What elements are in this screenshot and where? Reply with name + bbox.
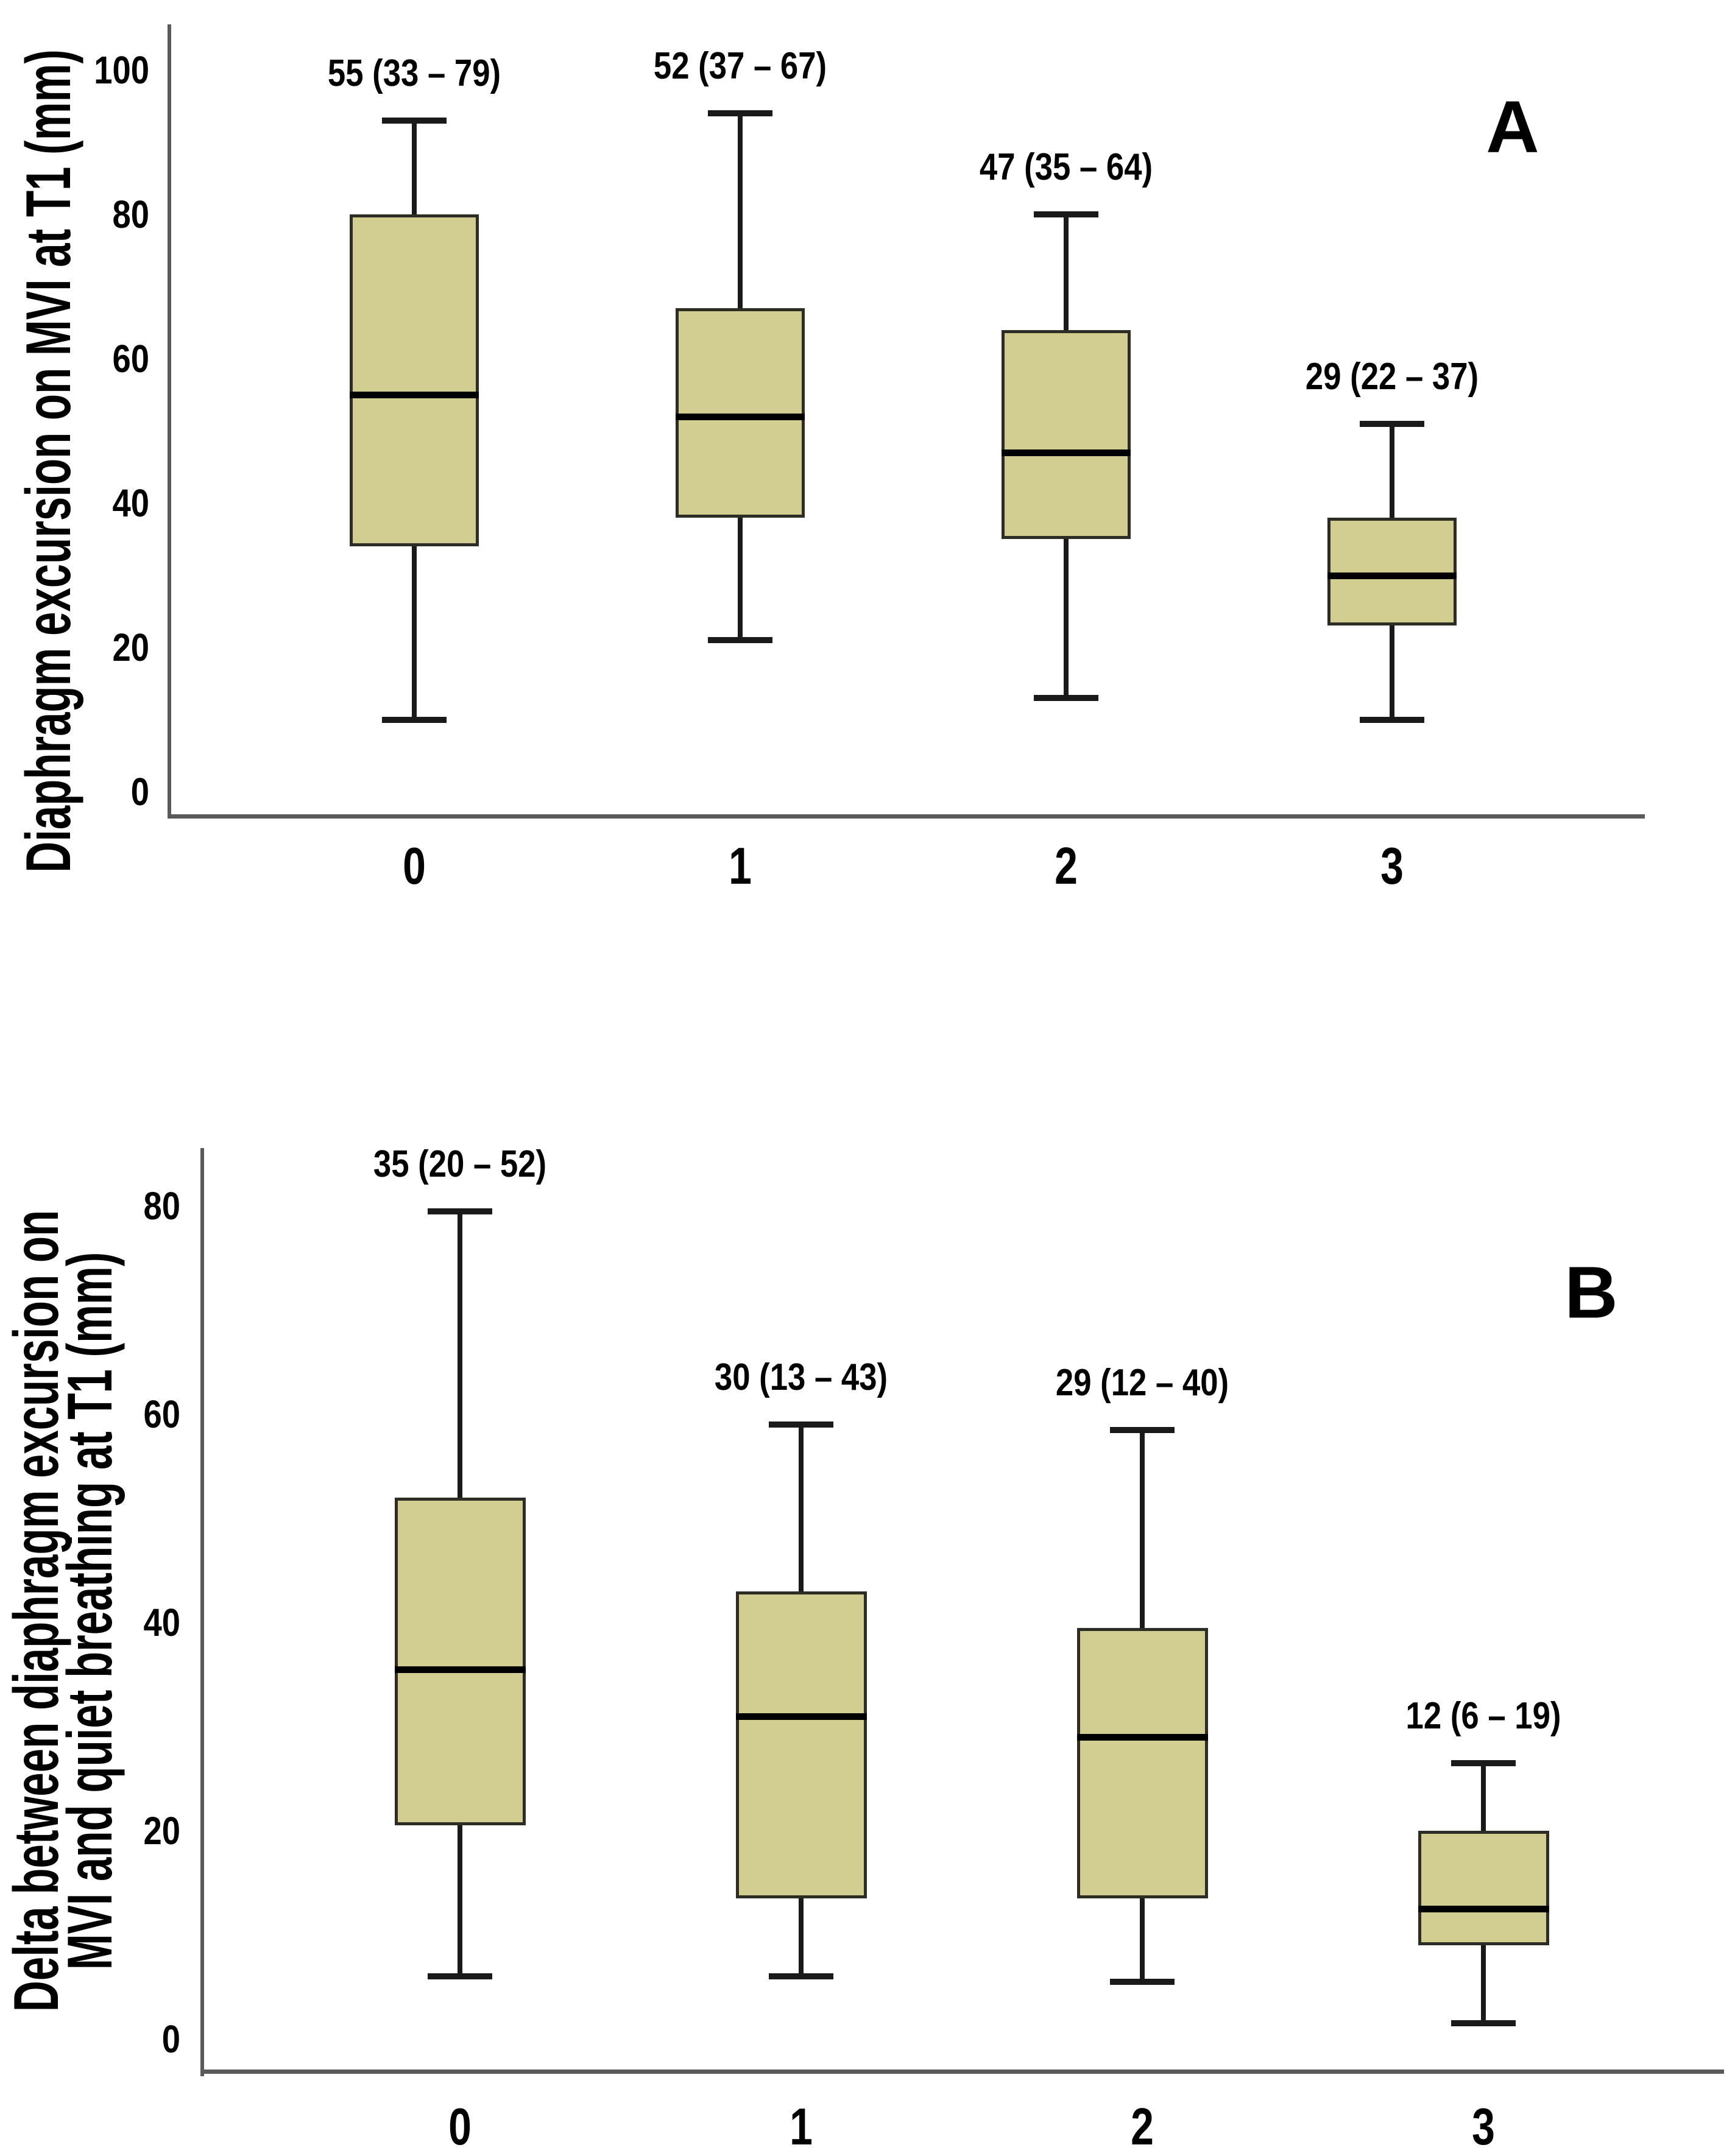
x-tick-label: 2 <box>1131 2098 1154 2156</box>
median-line <box>735 1713 867 1720</box>
median-line <box>676 413 805 420</box>
x-tick-label: 0 <box>403 837 426 895</box>
median-line <box>1076 1734 1208 1741</box>
box-iqr <box>394 1497 526 1826</box>
box-iqr <box>735 1591 867 1899</box>
whisker-cap-top <box>1451 1760 1516 1766</box>
whisker-cap-top <box>1110 1426 1175 1433</box>
y-tick-label: 20 <box>143 1809 180 1853</box>
y-tick-label: 80 <box>143 1184 180 1228</box>
whisker-cap-top <box>769 1421 833 1428</box>
box-annotation: 47 (35 – 64) <box>979 146 1153 188</box>
x-tick-label: 1 <box>790 2098 813 2156</box>
median-line <box>394 1666 526 1673</box>
y-tick-label: 100 <box>94 48 149 92</box>
y-axis-line-a <box>168 24 171 819</box>
median-line <box>350 392 479 399</box>
box-iqr <box>350 214 479 547</box>
panel-a-label: A <box>1486 85 1539 168</box>
box-annotation: 29 (12 – 40) <box>1055 1361 1229 1404</box>
x-axis-line-a <box>168 814 1645 819</box>
y-tick-label: 60 <box>112 337 149 381</box>
y-tick-label: 60 <box>143 1392 180 1436</box>
y-tick-label: 80 <box>112 192 149 236</box>
whisker-cap-top <box>382 117 447 124</box>
panel-b-label: B <box>1564 1250 1618 1334</box>
y-tick-label: 20 <box>112 625 149 669</box>
whisker-cap-bottom <box>769 1973 833 1980</box>
median-line <box>1418 1906 1549 1913</box>
box-annotation: 29 (22 – 37) <box>1305 355 1479 398</box>
panel-a-y-axis-title: Diaphragm excursion on MVI at T1 (mm) <box>13 49 84 873</box>
whisker-cap-bottom <box>708 637 772 644</box>
box-annotation: 52 (37 – 67) <box>653 45 827 88</box>
y-tick-label: 0 <box>161 2017 180 2061</box>
y-tick-label: 40 <box>143 1601 180 1644</box>
whisker-cap-bottom <box>1360 716 1424 723</box>
y-tick-label: 0 <box>130 770 149 814</box>
whisker-cap-bottom <box>1034 694 1098 701</box>
x-tick-label: 3 <box>1380 837 1404 895</box>
x-tick-label: 1 <box>729 837 752 895</box>
x-tick-label: 3 <box>1472 2098 1495 2156</box>
whisker-cap-bottom <box>1110 1978 1175 1985</box>
y-tick-label: 40 <box>112 481 149 525</box>
panel-a-y-axis-title-text: Diaphragm excursion on MVI at T1 (mm) <box>13 49 84 873</box>
whisker-cap-top <box>1034 211 1098 217</box>
whisker-cap-bottom <box>382 716 447 723</box>
box-annotation: 30 (13 – 43) <box>714 1356 888 1399</box>
median-line <box>1327 572 1457 579</box>
x-tick-label: 0 <box>448 2098 472 2156</box>
whisker-cap-bottom <box>1451 2020 1516 2027</box>
box-iqr <box>1327 517 1457 626</box>
box-iqr <box>1002 329 1131 540</box>
whisker-cap-bottom <box>428 1973 492 1980</box>
whisker-cap-top <box>708 110 772 117</box>
x-axis-line-b <box>200 2070 1724 2074</box>
median-line <box>1002 449 1131 457</box>
box-annotation: 55 (33 – 79) <box>327 52 501 94</box>
y-axis-line-b <box>200 1148 204 2076</box>
x-tick-label: 2 <box>1055 837 1078 895</box>
box-iqr <box>1418 1831 1549 1946</box>
box-annotation: 35 (20 – 52) <box>373 1143 547 1185</box>
box-iqr <box>1076 1627 1208 1899</box>
box-annotation: 12 (6 – 19) <box>1405 1694 1561 1737</box>
whisker-cap-top <box>428 1208 492 1214</box>
box-iqr <box>676 308 805 518</box>
whisker-cap-top <box>1360 420 1424 427</box>
